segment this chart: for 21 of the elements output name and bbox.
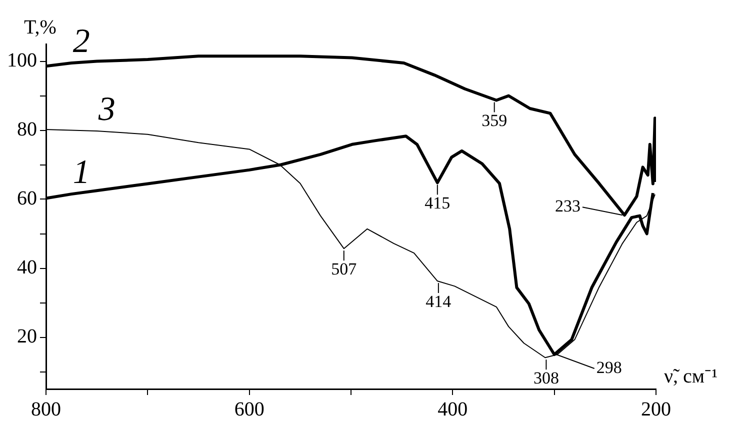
x-tick-label: 200 bbox=[641, 398, 671, 420]
annotation: 359 bbox=[482, 111, 508, 130]
annotation: 507 bbox=[331, 260, 358, 279]
y-axis-title: T,% bbox=[24, 16, 56, 38]
y-tick-label: 60 bbox=[17, 188, 37, 210]
annotation: 308 bbox=[533, 368, 559, 388]
series-label: 2 bbox=[72, 22, 90, 60]
x-tick-label: 800 bbox=[31, 398, 61, 420]
y-tick-label: 20 bbox=[17, 326, 37, 348]
x-tick-label: 600 bbox=[234, 398, 264, 420]
series-label: 1 bbox=[72, 154, 90, 192]
series-label: 3 bbox=[97, 90, 116, 128]
y-tick-label: 100 bbox=[7, 50, 37, 72]
annotation: 414 bbox=[426, 292, 452, 311]
annotation: 298 bbox=[596, 358, 622, 377]
y-tick-label: 80 bbox=[17, 118, 37, 140]
annotation: 415 bbox=[424, 194, 450, 213]
annotation: 233 bbox=[554, 196, 580, 216]
y-tick-label: 40 bbox=[17, 256, 37, 278]
x-tick-label: 400 bbox=[438, 398, 468, 420]
x-axis-title: ν̃, см⁻¹ bbox=[664, 365, 718, 388]
